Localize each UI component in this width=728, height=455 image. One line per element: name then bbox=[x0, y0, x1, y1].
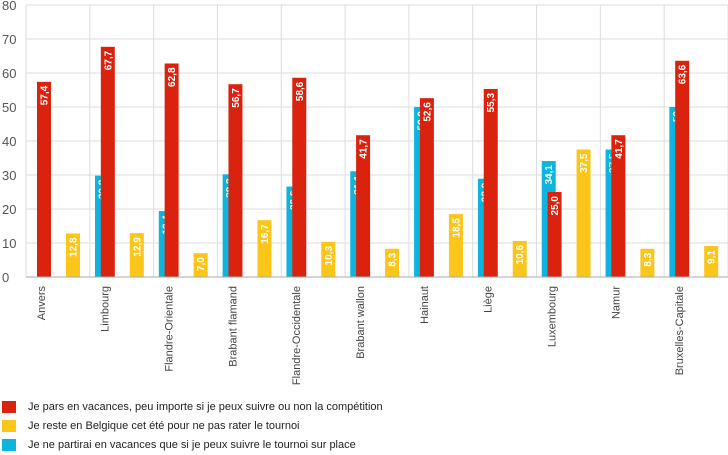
y-tick-label-50: 50 bbox=[2, 100, 16, 115]
data-label-0-5: 41,7 bbox=[359, 139, 370, 159]
bar-1-6 bbox=[448, 214, 463, 277]
data-label-0-2: 62,8 bbox=[167, 67, 178, 87]
data-label-1-7: 10,6 bbox=[515, 245, 526, 265]
x-tick-label-10: Bruxelles-Capitale bbox=[674, 286, 686, 375]
data-label-1-4: 10,3 bbox=[324, 246, 335, 266]
x-tick-label-3: Brabant flamand bbox=[227, 286, 239, 367]
bar-0-2 bbox=[164, 63, 179, 278]
data-label-0-0: 57,4 bbox=[40, 85, 51, 105]
legend-swatch-0 bbox=[2, 401, 16, 413]
bar-0-4 bbox=[292, 77, 307, 277]
bar-0-8 bbox=[547, 192, 562, 277]
data-label-1-9: 8,3 bbox=[643, 252, 654, 266]
bar-1-9 bbox=[640, 248, 655, 277]
bar-0-10 bbox=[675, 60, 690, 278]
data-label-0-6: 52,6 bbox=[422, 102, 433, 122]
legend: Je pars en vacances, peu importe si je p… bbox=[2, 398, 383, 455]
data-label-0-9: 41,7 bbox=[614, 139, 625, 159]
bar-1-10 bbox=[704, 246, 719, 277]
y-tick-label-0: 0 bbox=[2, 270, 9, 285]
legend-label-2: Je ne partirai en vacances que si je peu… bbox=[28, 439, 356, 451]
data-label-1-3: 16,7 bbox=[260, 224, 271, 244]
bar-0-1 bbox=[100, 46, 115, 277]
bar-1-0 bbox=[66, 233, 80, 277]
gridlines bbox=[25, 4, 728, 278]
legend-swatch-2 bbox=[2, 439, 16, 451]
bar-1-4 bbox=[321, 241, 336, 277]
bar-1-7 bbox=[512, 240, 527, 277]
y-axis: 0 10 20 30 40 50 60 70 80 bbox=[2, 0, 16, 285]
bar-1-3 bbox=[257, 220, 272, 277]
bar-1-2 bbox=[193, 253, 208, 277]
legend-item-1: Je reste en Belgique cet été pour ne pas… bbox=[2, 417, 383, 435]
y-tick-label-60: 60 bbox=[2, 66, 16, 81]
data-label-1-6: 18,5 bbox=[451, 218, 462, 238]
legend-label-0: Je pars en vacances, peu importe si je p… bbox=[28, 401, 383, 413]
y-tick-label-80: 80 bbox=[2, 0, 16, 13]
x-tick-label-5: Brabant wallon bbox=[355, 286, 367, 359]
x-tick-label-4: Flandre-Occidentale bbox=[291, 286, 303, 385]
data-label-1-10: 9,1 bbox=[707, 250, 718, 264]
legend-swatch-1 bbox=[2, 420, 16, 432]
bar-0-3 bbox=[228, 84, 243, 277]
x-tick-label-0: Anvers bbox=[36, 286, 48, 321]
x-tick-label-1: Limbourg bbox=[100, 286, 112, 332]
data-label-0-7: 55,3 bbox=[486, 93, 497, 113]
bar-1-1 bbox=[129, 233, 144, 277]
x-tick-label-9: Namur bbox=[610, 286, 622, 319]
data-label-2-7: 34,1 bbox=[544, 165, 555, 185]
legend-label-1: Je reste en Belgique cet été pour ne pas… bbox=[28, 420, 300, 432]
x-tick-label-6: Hainaut bbox=[419, 286, 431, 324]
x-axis: Anvers Limbourg Flandre-Orientale Brabant f… bbox=[26, 276, 728, 385]
y-tick-label-30: 30 bbox=[2, 168, 16, 183]
bar-1-8 bbox=[576, 149, 591, 277]
data-label-1-2: 7,0 bbox=[196, 257, 207, 271]
data-label-0-1: 67,7 bbox=[103, 50, 114, 70]
y-tick-label-70: 70 bbox=[2, 32, 16, 47]
bars: 57,412,829,867,712,919,462,87,030,256,71… bbox=[37, 46, 719, 278]
x-tick-label-8: Luxembourg bbox=[546, 286, 558, 347]
data-label-0-8: 25,0 bbox=[550, 196, 561, 216]
bar-0-7 bbox=[483, 88, 498, 277]
data-label-1-1: 12,9 bbox=[132, 237, 143, 257]
data-label-0-10: 63,6 bbox=[678, 64, 689, 84]
bar-0-9 bbox=[611, 135, 626, 277]
y-tick-label-20: 20 bbox=[2, 202, 16, 217]
x-tick-label-7: Liège bbox=[483, 286, 495, 313]
legend-item-0: Je pars en vacances, peu importe si je p… bbox=[2, 398, 383, 416]
x-tick-label-2: Flandre-Orientale bbox=[164, 286, 176, 372]
data-label-1-8: 37,5 bbox=[579, 153, 590, 173]
bar-0-0 bbox=[37, 81, 51, 277]
data-label-0-3: 56,7 bbox=[231, 88, 242, 108]
data-label-0-4: 58,6 bbox=[295, 81, 306, 101]
bar-0-5 bbox=[356, 135, 371, 277]
data-label-1-5: 8,3 bbox=[388, 252, 399, 266]
bar-0-6 bbox=[419, 98, 434, 277]
bar-1-5 bbox=[385, 248, 400, 277]
legend-item-2: Je ne partirai en vacances que si je peu… bbox=[2, 436, 383, 454]
y-tick-label-40: 40 bbox=[2, 134, 16, 149]
y-tick-label-10: 10 bbox=[2, 236, 16, 251]
data-label-1-0: 12,8 bbox=[69, 237, 80, 257]
